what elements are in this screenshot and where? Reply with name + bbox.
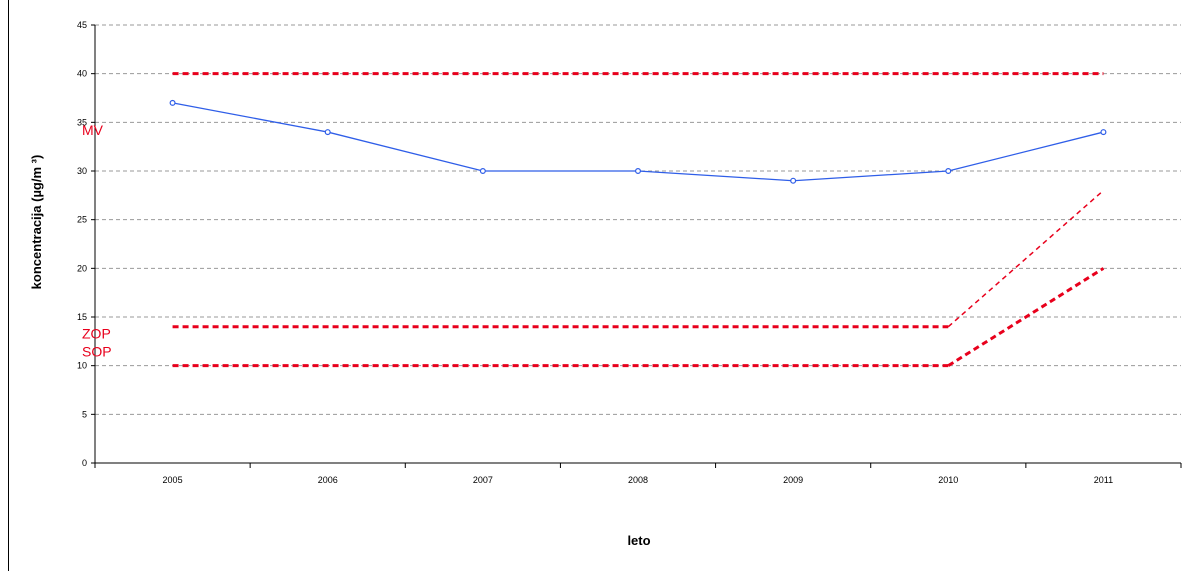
axes <box>91 24 1182 468</box>
x-tick-label: 2011 <box>1094 475 1113 485</box>
ref-label-zop: ZOP <box>82 326 111 342</box>
line-chart: 0 5 10 15 20 25 30 35 40 45 2005 2006 2007 2008 2009 20… <box>29 20 1182 548</box>
ref-label-mv: MV <box>82 122 104 138</box>
data-point-2005 <box>169 99 176 106</box>
x-axis-title: leto <box>627 533 650 548</box>
x-tick-label: 2008 <box>628 475 648 485</box>
data-point-2007 <box>479 168 486 175</box>
x-tick-label: 2007 <box>473 475 493 485</box>
y-tick-label: 5 <box>82 409 87 419</box>
x-tick-label: 2005 <box>163 475 183 485</box>
data-point-2010 <box>945 168 952 175</box>
y-tick-label: 35 <box>77 117 87 127</box>
x-tick-label: 2009 <box>783 475 803 485</box>
y-tick-label: 20 <box>77 263 87 273</box>
tick-labels: 0 5 10 15 20 25 30 35 40 45 2005 2006 2007 2008 2009 20… <box>77 20 1113 485</box>
y-tick-label: 0 <box>82 458 87 468</box>
data-point-2009 <box>790 177 797 184</box>
y-tick-label: 25 <box>77 215 87 225</box>
gridlines <box>95 24 1181 415</box>
y-tick-label: 40 <box>77 69 87 79</box>
ref-label-sop: SOP <box>82 344 112 360</box>
y-axis-title: koncentracija (µg/m ³) <box>29 155 44 290</box>
data-series <box>169 99 1107 184</box>
data-point-2006 <box>324 129 331 136</box>
data-point-2011 <box>1100 129 1107 136</box>
chart-frame: 0 5 10 15 20 25 30 35 40 45 2005 2006 2007 2008 2009 20… <box>8 0 1184 571</box>
ref-line-zop-projection <box>947 189 1104 328</box>
data-point-2008 <box>634 168 641 175</box>
y-tick-label: 15 <box>77 312 87 322</box>
y-tick-label: 10 <box>77 361 87 371</box>
y-tick-label: 45 <box>77 20 87 30</box>
x-tick-label: 2010 <box>938 475 958 485</box>
ref-line-sop-projection <box>947 267 1105 367</box>
x-tick-label: 2006 <box>318 475 338 485</box>
reference-lines <box>172 72 1105 368</box>
y-tick-label: 30 <box>77 166 87 176</box>
